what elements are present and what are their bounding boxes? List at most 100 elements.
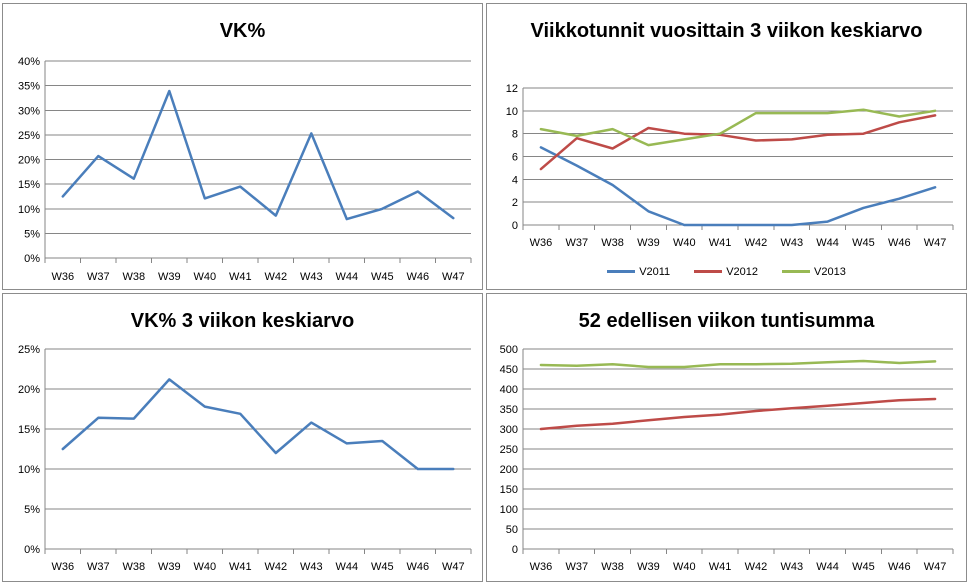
chart-vk-percent-plot: 0% 5% 10% 15% 20% 25% 30% 35% 40% W36 W37 W38 W39 W40… (18, 56, 472, 283)
x-tick-label: W37 (565, 237, 588, 249)
y-tick-label: 40% (18, 56, 40, 68)
legend-swatch (607, 270, 636, 273)
x-tick-label: W41 (229, 561, 252, 573)
x-tick-label: W46 (406, 271, 429, 283)
y-tick-label: 20% (18, 155, 40, 167)
x-tick-label: W41 (709, 561, 732, 573)
y-tick-label: 15% (18, 424, 40, 436)
legend-swatch (694, 270, 723, 273)
y-tick-label: 20% (18, 384, 40, 396)
x-tick-label: W40 (193, 271, 216, 283)
x-tick-label: W43 (300, 561, 323, 573)
y-tick-label: 15% (18, 179, 40, 191)
y-tick-label: 25% (18, 130, 40, 142)
chart-title: 52 edellisen viikon tuntisumma (578, 310, 875, 332)
y-tick-label: 0% (24, 544, 40, 556)
x-tick-label: W46 (888, 561, 911, 573)
y-tick-label: 5% (24, 504, 40, 516)
chart-52wk-hour-sum-plot: 0 50 100 150 200 250 300 350 400 450 500 W36 W37 W38 W… (500, 344, 954, 573)
chart-52wk-hour-sum: 52 edellisen viikon tuntisumma 0 50 100 150… (486, 293, 967, 582)
y-tick-label: 12 (506, 83, 518, 95)
chart-title: Viikkotunnit vuosittain 3 viikon keskiar… (530, 20, 923, 42)
x-tick-label: W45 (852, 237, 875, 249)
y-tick-label: 10% (18, 464, 40, 476)
x-tick-label: W37 (565, 561, 588, 573)
x-tick-label: W36 (530, 237, 553, 249)
y-tick-label: 300 (500, 424, 518, 436)
chart-vk-percent-3wk-avg: VK% 3 viikon keskiarvo 0% 5% 10% 15% 20% 25% W… (2, 293, 483, 582)
y-tick-label: 0 (512, 544, 518, 556)
x-tick-label: W42 (264, 271, 287, 283)
y-tick-label: 50 (506, 524, 518, 536)
y-tick-label: 8 (512, 129, 518, 141)
y-tick-label: 0 (512, 220, 518, 232)
x-tick-label: W39 (637, 237, 660, 249)
chart-weekly-hours: Viikkotunnit vuosittain 3 viikon keskiar… (486, 3, 967, 290)
x-tick-label: W36 (51, 271, 74, 283)
x-tick-label: W46 (888, 237, 911, 249)
x-tick-label: W44 (335, 561, 358, 573)
x-tick-label: W42 (745, 561, 768, 573)
y-tick-label: 25% (18, 344, 40, 356)
x-tick-label: W47 (924, 561, 947, 573)
series-line-v2012 (539, 114, 937, 171)
x-tick-label: W38 (601, 237, 624, 249)
legend-label: V2013 (814, 265, 846, 278)
y-tick-label: 30% (18, 105, 40, 117)
x-tick-label: W40 (673, 561, 696, 573)
y-tick-label: 200 (500, 464, 518, 476)
x-tick-label: W45 (371, 561, 394, 573)
y-tick-label: 450 (500, 364, 518, 376)
x-tick-label: W44 (816, 561, 839, 573)
x-tick-label: W47 (924, 237, 947, 249)
y-tick-label: 400 (500, 384, 518, 396)
x-tick-label: W43 (780, 561, 803, 573)
y-tick-label: 0% (24, 253, 40, 265)
x-tick-label: W38 (122, 271, 145, 283)
y-tick-label: 6 (512, 152, 518, 164)
y-tick-label: 5% (24, 228, 40, 240)
y-tick-label: 35% (18, 81, 40, 93)
chart-vk-percent: VK% 0% 5% 10% 15% 20% 25% 30% 35% 40% W36 W37 W38 W3… (2, 3, 483, 290)
x-tick-label: W36 (530, 561, 553, 573)
x-tick-label: W39 (158, 271, 181, 283)
series-line-1 (539, 359, 937, 369)
x-tick-label: W37 (87, 561, 110, 573)
x-tick-label: W40 (193, 561, 216, 573)
chart-title: VK% 3 viikon keskiarvo (130, 310, 355, 332)
chart-title: VK% (219, 20, 266, 42)
x-tick-label: W40 (673, 237, 696, 249)
x-tick-label: W46 (406, 561, 429, 573)
x-tick-label: W38 (601, 561, 624, 573)
legend-label: V2011 (639, 265, 671, 278)
x-tick-label: W44 (335, 271, 358, 283)
series-line-0 (61, 378, 455, 471)
y-tick-label: 10 (506, 106, 518, 118)
y-tick-label: 100 (500, 504, 518, 516)
y-tick-label: 250 (500, 444, 518, 456)
y-tick-label: 500 (500, 344, 518, 356)
y-tick-label: 150 (500, 484, 518, 496)
y-tick-label: 4 (512, 174, 518, 186)
x-tick-label: W43 (780, 237, 803, 249)
y-tick-label: 10% (18, 204, 40, 216)
legend-item: V2011 (607, 266, 670, 278)
x-tick-label: W47 (442, 271, 465, 283)
y-tick-label: 2 (512, 197, 518, 209)
x-tick-label: W43 (300, 271, 323, 283)
series-line-v2011 (539, 146, 937, 227)
x-tick-label: W39 (637, 561, 660, 573)
x-tick-label: W42 (264, 561, 287, 573)
x-tick-label: W39 (158, 561, 181, 573)
legend-item: V2013 (782, 266, 846, 278)
x-tick-label: W41 (709, 237, 732, 249)
y-tick-label: 350 (500, 404, 518, 416)
x-tick-label: W36 (51, 561, 74, 573)
x-tick-label: W37 (87, 271, 110, 283)
legend-label: V2012 (726, 265, 758, 278)
legend-swatch (782, 270, 810, 273)
legend-item: V2012 (694, 266, 758, 278)
x-tick-label: W45 (852, 561, 875, 573)
x-tick-label: W38 (122, 561, 145, 573)
x-tick-label: W41 (229, 271, 252, 283)
